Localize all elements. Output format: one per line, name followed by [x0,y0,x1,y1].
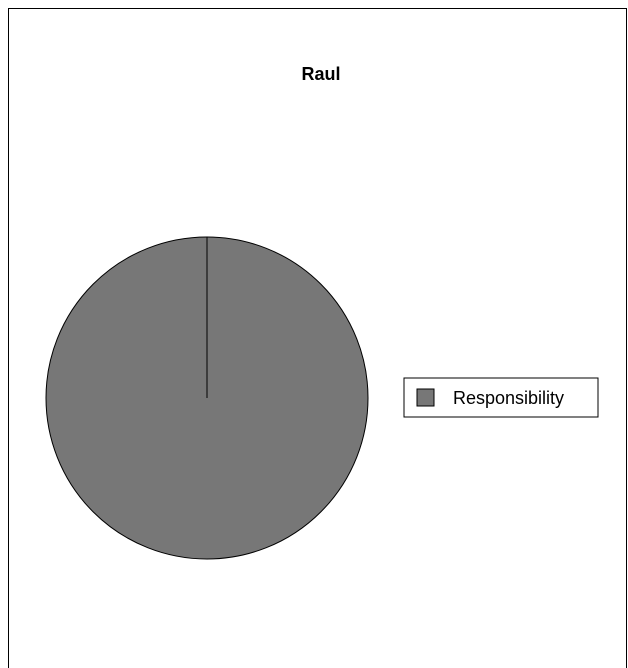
legend-swatch-responsibility [416,388,435,407]
chart-title: Raul [301,64,340,84]
pie-group [45,236,369,560]
legend: Responsibility [403,377,599,418]
legend-label-responsibility: Responsibility [453,388,564,408]
legend-box [403,377,599,418]
